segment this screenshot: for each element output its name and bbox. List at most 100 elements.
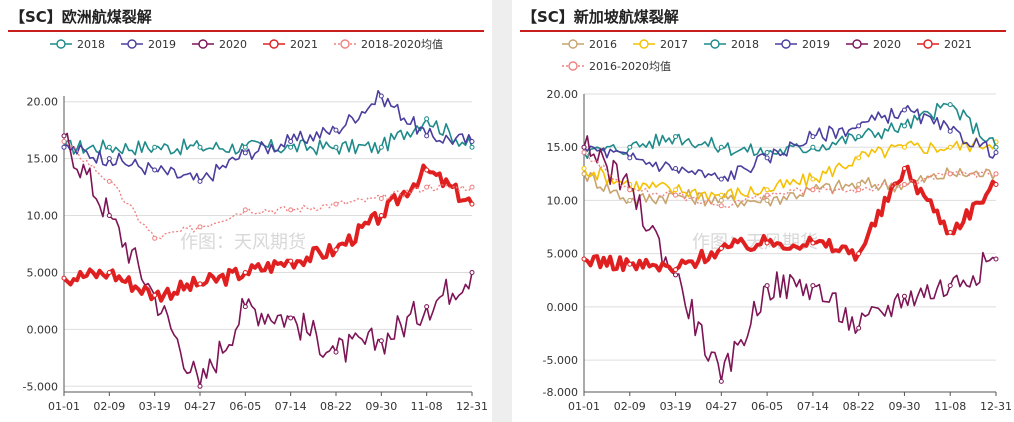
chart-panel-singapore: 【SC】新加坡航煤裂解 20.00 15.00 10.00 5.000 0.000 -5.… <box>512 0 1014 422</box>
legend-label: 2018-2020均值 <box>361 38 443 51</box>
data-point <box>764 192 770 198</box>
data-point <box>627 155 633 161</box>
data-point <box>901 144 907 150</box>
data-point <box>764 187 770 193</box>
data-point <box>288 144 294 150</box>
x-tick-label: 06-05 <box>751 400 783 413</box>
data-point <box>197 144 203 150</box>
data-point <box>106 178 112 184</box>
y-tick-label: 20.00 <box>27 96 59 109</box>
data-point <box>993 171 999 177</box>
data-point <box>197 383 203 389</box>
y-tick-label: -5.000 <box>543 354 578 367</box>
x-tick-label: 07-14 <box>797 400 829 413</box>
x-tick-label: 02-09 <box>614 400 646 413</box>
data-point <box>856 181 862 187</box>
data-point <box>581 166 587 171</box>
data-point <box>197 281 203 287</box>
data-point <box>152 235 158 241</box>
data-point <box>901 293 907 299</box>
data-point <box>673 272 679 278</box>
legend-marker-2021 <box>923 39 933 49</box>
legend-label: 2020 <box>873 38 901 51</box>
data-point <box>61 275 67 281</box>
data-point <box>627 187 633 193</box>
data-point <box>947 102 953 108</box>
legend-label: 2016-2020均值 <box>589 60 671 73</box>
series-line-2017 <box>583 137 997 202</box>
data-point <box>106 213 112 219</box>
data-point <box>424 304 430 310</box>
legend-marker-2019 <box>781 39 791 49</box>
data-point <box>197 224 203 230</box>
data-point <box>242 304 248 310</box>
data-point <box>61 144 67 150</box>
y-tick-label: 10.00 <box>547 194 579 207</box>
series-line-2021 <box>62 163 474 303</box>
legend-label: 2019 <box>148 38 176 51</box>
data-point <box>469 269 475 275</box>
x-tick-label: 07-14 <box>275 400 307 413</box>
legend-label: 2018 <box>731 38 759 51</box>
data-point <box>810 187 816 193</box>
data-point <box>197 178 203 184</box>
data-point <box>378 213 384 219</box>
chart-europe-svg: 20.00 15.00 10.00 5.000 0.000 -5.000 01-01 02-0… <box>23 38 488 413</box>
data-point <box>856 155 862 161</box>
data-point <box>106 269 112 275</box>
legend-marker-2020 <box>198 39 208 49</box>
data-point <box>61 133 67 139</box>
data-point <box>947 171 953 177</box>
chart-title: 【SC】欧洲航煤裂解 <box>10 8 152 26</box>
data-point <box>673 187 679 193</box>
data-point <box>856 134 862 140</box>
legend-marker-2021 <box>269 39 279 49</box>
data-point <box>810 134 816 140</box>
series-line-2016-2020均值 <box>583 151 997 209</box>
data-point <box>242 269 248 275</box>
data-point <box>718 176 724 182</box>
data-point <box>581 256 587 262</box>
x-tick-label: 02-09 <box>93 400 125 413</box>
x-tick-label: 09-30 <box>888 400 920 413</box>
x-tick-label: 09-30 <box>365 400 397 413</box>
data-point <box>627 144 633 150</box>
data-point <box>901 166 907 171</box>
data-point <box>993 150 999 156</box>
data-point <box>424 184 430 190</box>
data-point <box>378 195 384 201</box>
data-point <box>288 258 294 264</box>
y-tick-label: 15.00 <box>547 141 579 154</box>
legend-marker-2018 <box>56 39 66 49</box>
y-tick-label: 5.000 <box>547 248 579 261</box>
data-point <box>627 197 633 203</box>
data-point <box>856 251 862 257</box>
data-point <box>469 201 475 207</box>
data-point <box>469 184 475 190</box>
watermark-text: 作图：天风期货 <box>180 232 306 253</box>
data-point <box>581 150 587 156</box>
data-point <box>993 181 999 187</box>
x-tick-label: 03-19 <box>139 400 171 413</box>
y-tick-label: 0.000 <box>547 301 579 314</box>
data-point <box>673 267 679 273</box>
y-tick-label: -5.000 <box>23 380 58 393</box>
legend-marker-2020 <box>852 39 862 49</box>
series-line-2020 <box>583 135 997 383</box>
legend-label: 2019 <box>802 38 830 51</box>
legend-marker-2017 <box>639 39 649 49</box>
legend-marker-2019 <box>127 39 137 49</box>
x-tick-label: 04-27 <box>184 400 216 413</box>
legend-marker-2018 <box>710 39 720 49</box>
series-line-2019 <box>583 104 997 182</box>
series-line-2016 <box>583 167 997 208</box>
data-point <box>764 150 770 156</box>
data-point <box>810 144 816 150</box>
series-line-2018-2020均值 <box>63 140 473 240</box>
data-point <box>718 203 724 209</box>
data-point <box>947 128 953 134</box>
data-point <box>581 144 587 150</box>
data-point <box>106 144 112 150</box>
data-point <box>61 139 67 145</box>
data-point <box>718 192 724 198</box>
